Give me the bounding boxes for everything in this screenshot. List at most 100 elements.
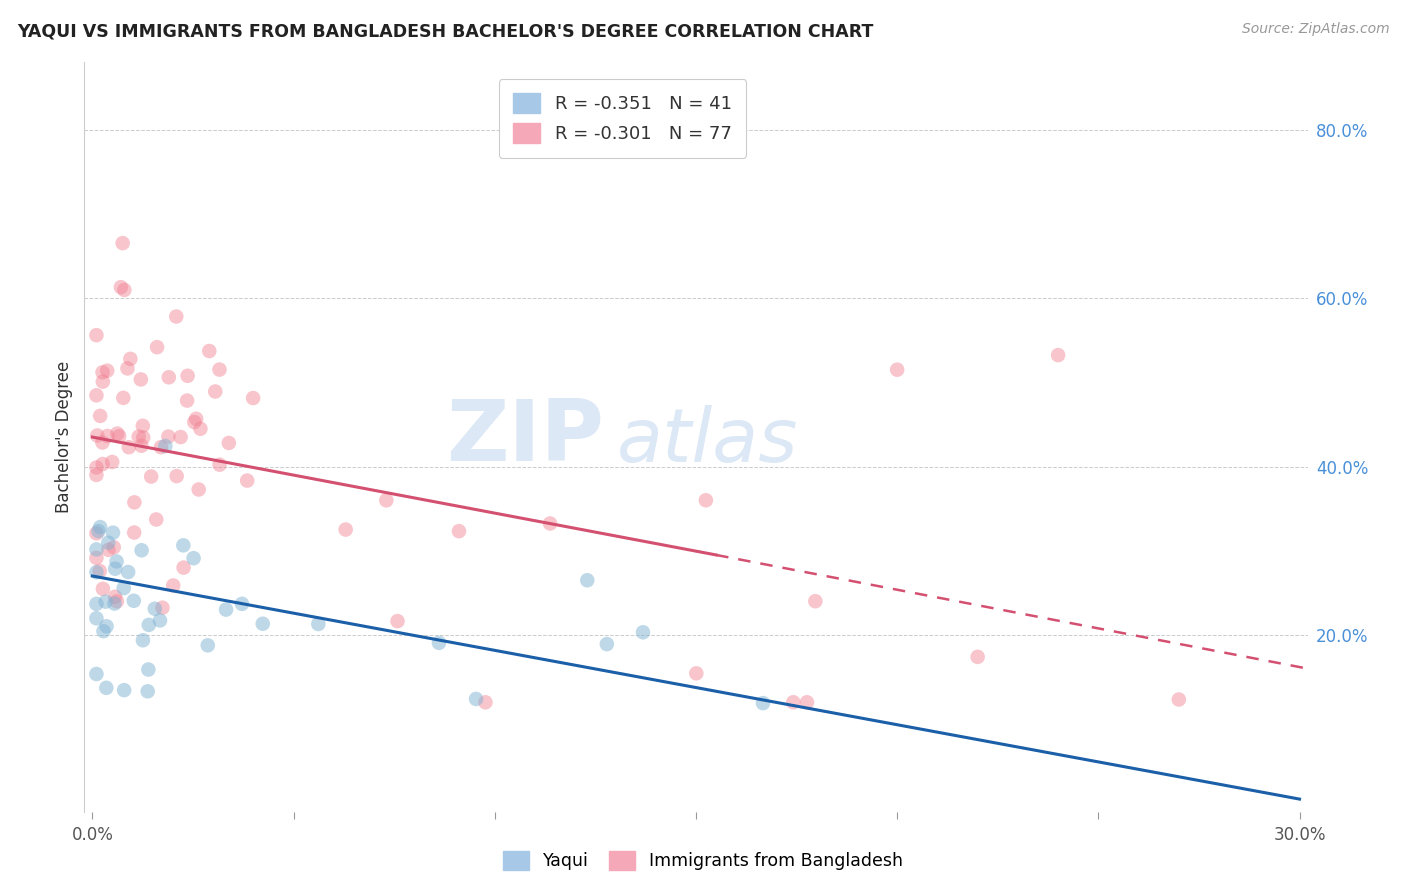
- Point: [91, 457, 114, 471]
- Point: [252, 616, 274, 631]
- Point: [162, 578, 184, 592]
- Point: [447, 524, 470, 538]
- Point: [86, 428, 108, 442]
- Point: [132, 418, 155, 433]
- Point: [165, 310, 187, 324]
- Point: [157, 429, 180, 443]
- Point: [131, 543, 153, 558]
- Point: [112, 581, 135, 595]
- Point: [752, 696, 775, 710]
- Point: [89, 520, 111, 534]
- Point: [204, 384, 226, 399]
- Point: [124, 495, 146, 509]
- Point: [86, 611, 108, 625]
- Point: [796, 695, 818, 709]
- Point: [596, 637, 619, 651]
- Point: [105, 426, 128, 441]
- Point: [187, 483, 209, 497]
- Point: [172, 538, 194, 552]
- Point: [966, 649, 988, 664]
- Point: [101, 455, 124, 469]
- Point: [145, 512, 167, 526]
- Point: [173, 560, 195, 574]
- Point: [93, 624, 115, 639]
- Point: [176, 368, 198, 383]
- Point: [104, 562, 127, 576]
- Point: [132, 633, 155, 648]
- Point: [86, 667, 108, 681]
- Point: [157, 370, 180, 384]
- Point: [120, 351, 142, 366]
- Point: [110, 280, 132, 294]
- Text: ZIP: ZIP: [447, 395, 605, 479]
- Point: [576, 574, 599, 588]
- Point: [111, 236, 134, 251]
- Point: [218, 436, 240, 450]
- Point: [782, 695, 804, 709]
- Point: [236, 474, 259, 488]
- Point: [138, 618, 160, 632]
- Point: [101, 525, 124, 540]
- Point: [375, 493, 398, 508]
- Point: [86, 566, 108, 580]
- Point: [146, 340, 169, 354]
- Point: [465, 692, 488, 706]
- Point: [97, 542, 120, 557]
- Point: [190, 422, 212, 436]
- Point: [112, 391, 135, 405]
- Point: [538, 516, 561, 531]
- Point: [1047, 348, 1070, 362]
- Point: [155, 439, 177, 453]
- Point: [141, 469, 163, 483]
- Point: [387, 614, 409, 628]
- Point: [105, 594, 128, 608]
- Point: [122, 525, 145, 540]
- Point: [198, 344, 221, 359]
- Point: [183, 551, 205, 566]
- Point: [104, 590, 127, 604]
- Point: [242, 391, 264, 405]
- Point: [138, 663, 160, 677]
- Point: [695, 493, 717, 508]
- Point: [118, 440, 141, 454]
- Point: [86, 526, 108, 541]
- Point: [152, 600, 174, 615]
- Legend: Yaqui, Immigrants from Bangladesh: Yaqui, Immigrants from Bangladesh: [494, 842, 912, 879]
- Point: [208, 362, 231, 376]
- Point: [474, 695, 496, 709]
- Text: atlas: atlas: [616, 405, 797, 477]
- Point: [117, 565, 139, 579]
- Point: [1167, 692, 1189, 706]
- Point: [122, 593, 145, 607]
- Point: [86, 550, 108, 565]
- Point: [94, 595, 117, 609]
- Text: Source: ZipAtlas.com: Source: ZipAtlas.com: [1241, 22, 1389, 37]
- Point: [97, 535, 120, 549]
- Point: [631, 625, 654, 640]
- Point: [91, 582, 114, 596]
- Point: [427, 636, 450, 650]
- Point: [307, 617, 329, 632]
- Point: [197, 638, 219, 652]
- Point: [143, 601, 166, 615]
- Point: [105, 554, 128, 568]
- Point: [103, 541, 125, 555]
- Point: [685, 666, 707, 681]
- Point: [96, 364, 118, 378]
- Point: [128, 429, 150, 443]
- Text: YAQUI VS IMMIGRANTS FROM BANGLADESH BACHELOR'S DEGREE CORRELATION CHART: YAQUI VS IMMIGRANTS FROM BANGLADESH BACH…: [17, 22, 873, 40]
- Point: [87, 524, 110, 538]
- Point: [108, 429, 131, 443]
- Point: [804, 594, 827, 608]
- Point: [335, 523, 357, 537]
- Point: [117, 361, 139, 376]
- Point: [96, 619, 118, 633]
- Point: [91, 435, 114, 450]
- Point: [86, 542, 108, 557]
- Point: [176, 393, 198, 408]
- Point: [89, 564, 111, 578]
- Point: [208, 458, 231, 472]
- Point: [112, 283, 135, 297]
- Point: [215, 602, 238, 616]
- Point: [886, 362, 908, 376]
